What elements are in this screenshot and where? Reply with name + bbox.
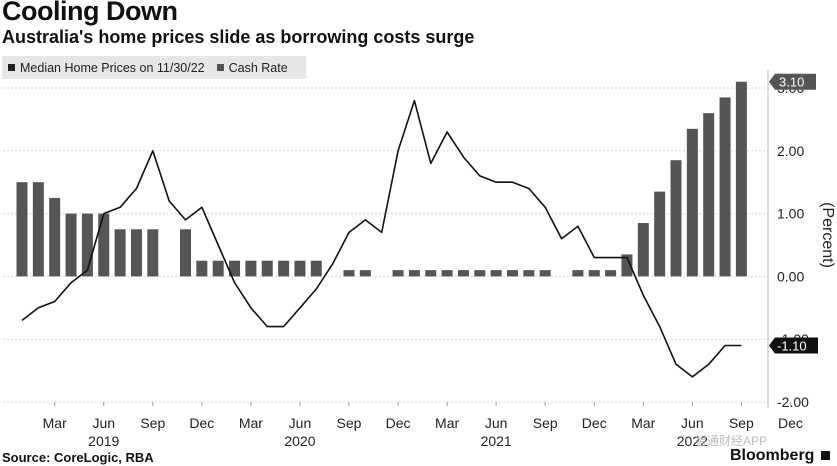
legend-item-home-prices: Median Home Prices on 11/30/22: [8, 61, 205, 75]
cash-rate-bar: [719, 97, 731, 277]
x-tick-label: Sep: [140, 415, 165, 431]
cash-rate-bar: [457, 270, 469, 277]
cash-rate-bar: [65, 213, 77, 277]
cash-rate-bar: [130, 229, 142, 277]
cash-rate-bar: [49, 197, 61, 277]
x-tick-label: Jun: [681, 415, 704, 431]
x-tick-label: Sep: [533, 415, 558, 431]
y-tick-label: 1.00: [777, 206, 804, 222]
cash-rate-bar: [147, 229, 159, 277]
x-tick-label: Jun: [485, 415, 508, 431]
cash-rate-bar: [392, 270, 404, 277]
y-tick-label: 0.00: [777, 268, 804, 284]
cash-rate-bar: [310, 260, 322, 277]
cash-rate-bar: [507, 270, 518, 277]
cash-rate-bar: [16, 182, 28, 277]
cash-rate-bar: [408, 270, 420, 277]
source-note: Source: CoreLogic, RBA: [2, 450, 154, 465]
cash-rate-bar: [539, 270, 551, 277]
cash-rate-bar: [670, 160, 682, 277]
cash-rate-bar: [588, 270, 600, 277]
cash-rate-bar: [686, 128, 698, 277]
end-label-cash-rate: 3.10: [769, 73, 816, 90]
legend-label-cash-rate: Cash Rate: [228, 60, 288, 75]
x-tick-label: Mar: [435, 415, 459, 431]
cash-rate-bar: [245, 260, 257, 277]
cash-rate-bar: [703, 113, 715, 277]
bloomberg-square-icon: [820, 451, 830, 461]
cash-rate-bar: [278, 260, 290, 277]
cash-rate-bar: [196, 260, 208, 277]
cash-rate-bar: [81, 213, 93, 277]
x-year-label: 2022: [677, 433, 708, 449]
x-tick-label: Mar: [43, 415, 67, 431]
cash-rate-bar: [180, 229, 191, 277]
legend-swatch-bar: [216, 64, 224, 71]
cash-rate-bar: [343, 270, 355, 277]
bloomberg-logo: Bloomberg: [730, 447, 830, 465]
legend-item-cash-rate: Cash Rate: [216, 60, 288, 75]
x-year-label: 2019: [88, 433, 119, 449]
x-tick-label: Dec: [582, 415, 607, 431]
end-label-home-prices: -1.10: [769, 337, 818, 354]
cash-rate-bar: [572, 270, 584, 277]
cash-rate-bar: [490, 270, 502, 277]
brand-text: Bloomberg: [730, 447, 815, 464]
end-label-home-prices-value: -1.10: [777, 338, 807, 353]
end-label-cash-rate-tag: [769, 73, 816, 90]
legend-swatch-line: [8, 64, 15, 71]
cash-rate-bar: [32, 182, 44, 277]
cash-rate-bar: [637, 223, 649, 277]
chart-subtitle: Australia's home prices slide as borrowi…: [2, 27, 475, 47]
x-tick-label: Sep: [729, 415, 754, 431]
cash-rate-bar: [654, 191, 666, 277]
cash-rate-bar: [229, 260, 241, 277]
cash-rate-bar: [294, 260, 306, 277]
x-tick-label: Dec: [778, 415, 803, 431]
cash-rate-bar: [425, 270, 437, 277]
x-tick-label: Jun: [92, 415, 115, 431]
end-label-cash-rate-value: 3.10: [779, 75, 804, 90]
cash-rate-bar: [621, 254, 633, 277]
x-tick-label: Dec: [189, 415, 214, 431]
x-year-label: 2021: [481, 433, 512, 449]
legend: Median Home Prices on 11/30/22 Cash Rate: [2, 56, 306, 79]
cash-rate-bar: [359, 270, 371, 277]
watermark: 智通财经APP: [695, 434, 768, 448]
cash-rate-bar: [605, 270, 617, 277]
x-year-label: 2020: [284, 433, 315, 449]
cash-rate-bar: [212, 260, 224, 277]
x-tick-label: Sep: [337, 415, 362, 431]
y-tick-label: -2.00: [777, 394, 809, 410]
legend-label-home-prices: Median Home Prices on 11/30/22: [20, 60, 205, 75]
y-tick-label: 2.00: [777, 143, 804, 159]
cash-rate-bar: [261, 260, 273, 277]
x-tick-label: Mar: [239, 415, 263, 431]
home-prices-line: [21, 99, 742, 378]
cash-rate-bar: [441, 270, 453, 277]
cash-rate-bar: [98, 213, 110, 277]
x-tick-label: Dec: [386, 415, 411, 431]
cash-rate-bar: [523, 270, 535, 277]
cash-rate-bar: [474, 270, 486, 277]
cash-rate-bar: [114, 229, 126, 277]
chart-title: Cooling Down: [2, 0, 178, 26]
x-tick-label: Mar: [631, 415, 655, 431]
end-label-home-prices-tag: [769, 337, 818, 354]
x-tick-label: Jun: [289, 415, 312, 431]
y-axis-title: (Percent): [819, 202, 836, 268]
cash-rate-bar: [735, 81, 747, 277]
